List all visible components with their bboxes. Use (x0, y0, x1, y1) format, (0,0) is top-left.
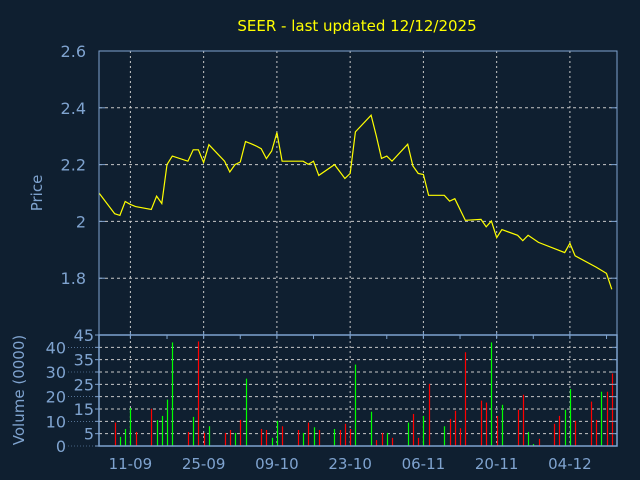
volume-tick-label: 40 (46, 338, 66, 357)
price-tick-label: 2 (76, 212, 86, 231)
volume-plot-frame (98, 334, 618, 447)
x-tick-label: 11-09 (109, 455, 153, 473)
volume-tick-label: 15 (74, 400, 94, 419)
volume-tick-label: 30 (46, 363, 66, 382)
x-tick-label: 20-11 (475, 455, 519, 473)
x-tick-label: 06-11 (402, 455, 446, 473)
price-tick-label: 2.4 (61, 99, 86, 118)
volume-tick-label: 5 (84, 425, 94, 444)
volume-tick-label: 10 (46, 412, 66, 431)
price-line (98, 113, 613, 290)
price-plot-frame (98, 50, 618, 336)
price-tick-label: 1.8 (61, 269, 86, 288)
price-axis-label: Price (28, 175, 46, 212)
price-tick-label: 2.6 (61, 42, 86, 61)
price-tick-label: 2.2 (61, 156, 86, 175)
x-tick-label: 25-09 (182, 455, 226, 473)
volume-tick-label: 25 (74, 375, 94, 394)
volume-tick-label: 20 (46, 388, 66, 407)
volume-tick-label: 45 (74, 326, 94, 345)
volume-tick-label: 0 (56, 437, 66, 456)
volume-axis-label: Volume (0000) (10, 335, 28, 445)
x-tick-label: 04-12 (548, 455, 592, 473)
volume-tick-label: 35 (74, 351, 94, 370)
chart-title: SEER - last updated 12/12/2025 (237, 17, 476, 35)
x-tick-label: 09-10 (255, 455, 299, 473)
x-tick-label: 23-10 (328, 455, 372, 473)
